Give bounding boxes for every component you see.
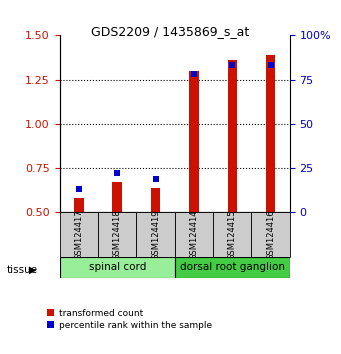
Bar xyxy=(227,60,237,212)
Bar xyxy=(175,212,213,257)
Bar xyxy=(60,257,175,278)
Text: spinal cord: spinal cord xyxy=(89,262,146,272)
Bar xyxy=(74,198,84,212)
Text: ▶: ▶ xyxy=(29,265,36,275)
Legend: transformed count, percentile rank within the sample: transformed count, percentile rank withi… xyxy=(47,309,212,330)
Bar xyxy=(151,188,160,212)
Bar xyxy=(98,212,136,257)
Bar xyxy=(60,212,98,257)
Bar xyxy=(252,212,290,257)
Text: GSM124415: GSM124415 xyxy=(228,209,237,260)
Text: dorsal root ganglion: dorsal root ganglion xyxy=(180,262,285,272)
Text: GSM124417: GSM124417 xyxy=(74,209,83,260)
Text: GSM124414: GSM124414 xyxy=(190,209,198,260)
Bar xyxy=(113,182,122,212)
Bar xyxy=(266,55,276,212)
Text: GSM124419: GSM124419 xyxy=(151,209,160,260)
Bar xyxy=(136,212,175,257)
Text: GDS2209 / 1435869_s_at: GDS2209 / 1435869_s_at xyxy=(91,25,250,38)
Text: tissue: tissue xyxy=(7,265,38,275)
Bar xyxy=(213,212,252,257)
Bar xyxy=(189,71,199,212)
Text: GSM124416: GSM124416 xyxy=(266,209,275,260)
Bar xyxy=(175,257,290,278)
Text: GSM124418: GSM124418 xyxy=(113,209,122,260)
